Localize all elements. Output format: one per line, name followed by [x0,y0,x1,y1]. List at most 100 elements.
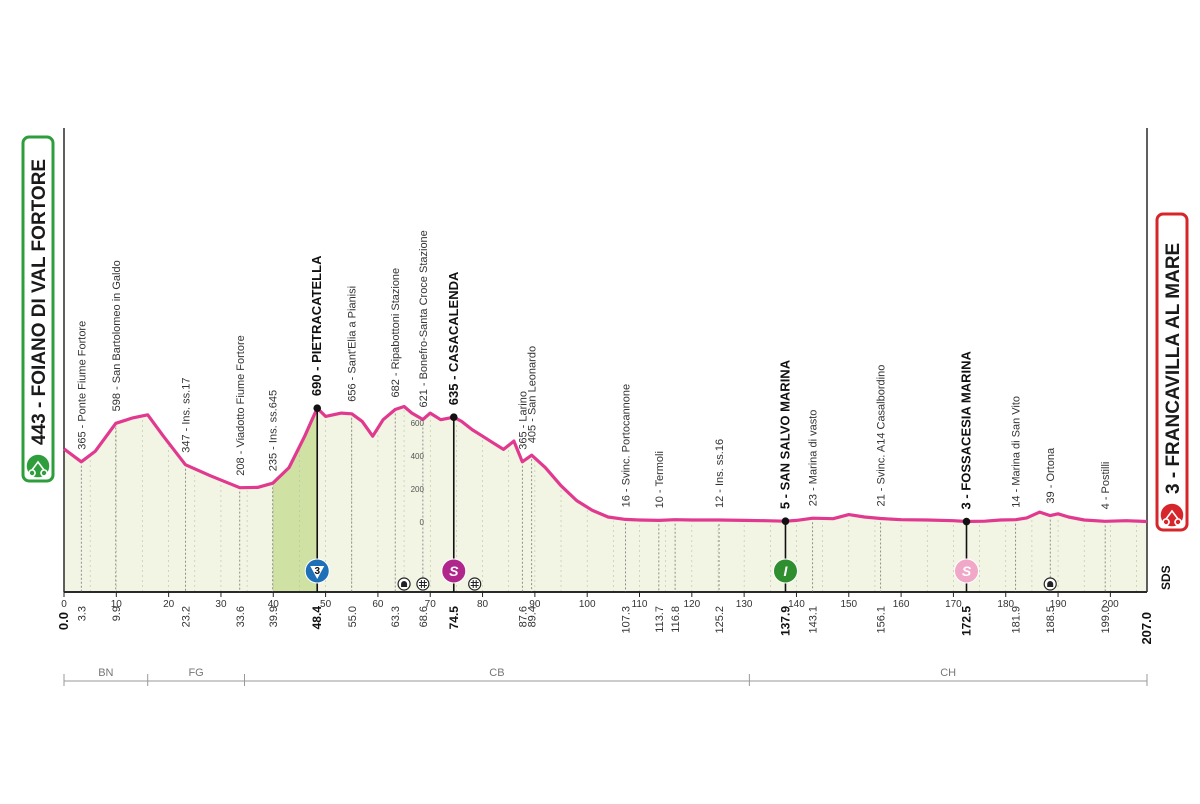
finish-badge-cyclist-bike [1162,509,1182,526]
x-tick-label: 30 [215,599,227,610]
location-label: 16 - Svinc. Portocannone [620,384,632,508]
x-tick-label: 160 [893,599,910,610]
x-tick-label: 0 [61,599,67,610]
location-km-label: 39.9 [268,606,280,627]
gpm-triangle [310,566,325,579]
location-km-label: 48.4 [310,606,324,630]
start-badge-cyclist-icon [25,453,51,479]
location-km-label: 116.8 [670,606,682,633]
location-dot [962,517,971,526]
finish-badge-frame [1155,212,1189,532]
location-km-label: 172.5 [960,606,974,636]
start-badge-cyclist-bike [28,460,48,477]
altitude-scale: 600 400 200 0 [411,419,425,527]
x-tick-label: 40 [268,599,280,610]
railway-cross [470,580,479,588]
endpoints-layer: 443 - FOIANO DI VAL FORTORE 3 - FRANCAVIL… [21,135,1189,590]
location-km-label: 125.2 [714,606,726,634]
x-tick-label: 70 [425,599,437,610]
location-label: 635 - CASACALENDA [446,271,461,405]
sprint-marker [954,558,979,584]
location-label: 23 - Marina di vasto [808,410,820,507]
location-label: 10 - Termoli [654,451,666,508]
start-badge-frame [21,135,55,483]
x-tick-label: 180 [997,599,1014,610]
sprint-marker [772,558,798,584]
location-km-label: 74.5 [447,606,461,630]
climb-area [272,408,318,592]
altitude-tick-label: 600 [411,419,425,428]
tunnel-arch [401,581,408,587]
location-km-label: 188.5 [1045,606,1057,634]
location-label: 5 - SAN SALVO MARINA [777,359,792,509]
location-label: 621 - Bonefro-Santa Croce Stazione [418,230,430,407]
x-tick-label: 10 [111,599,123,610]
location-label: 21 - Svinc. A14 Casalbordino [876,365,888,507]
x-tick-label: 110 [632,599,648,610]
finish-badge-cyclist-icon [1159,502,1185,528]
location-label: 4 - Postilli [1100,462,1112,510]
x-tick-label: 200 [1102,599,1119,610]
sprint-letter: S [449,563,459,579]
location-label: 12 - Ins. ss.16 [714,439,726,508]
location-km-label: 55.0 [347,606,359,627]
x-tick-label: 80 [477,599,489,610]
location-dot [313,404,322,412]
location-km-label: 23.2 [180,606,192,627]
x-tick-label: 50 [320,599,332,610]
location-label: 405 - San Leonardo [527,346,539,443]
location-km-label: 113.7 [654,606,666,633]
location-label: 14 - Marina di San Vito [1011,396,1023,508]
x-tick-label: 130 [736,599,753,610]
location-km-label: 89.4 [527,606,539,627]
location-label: 235 - Ins. ss.645 [268,390,280,471]
finish-badge-label: 3 - FRANCAVILLA AL MARE [1163,243,1184,494]
x-tick-label: 150 [840,599,857,610]
gpm-category: 3 [314,566,320,577]
railway-crossing-icon [468,577,482,591]
x-tick-label: 20 [163,599,175,610]
finish-km-label: 207.0 [1139,612,1154,645]
location-label: 690 - PIETRACATELLA [309,255,324,396]
location-km-label: 181.9 [1011,606,1023,634]
location-km-label: 33.6 [235,606,247,627]
location-dot [449,413,458,422]
location-label: 656 - Sant'Elia a Pianisi [347,286,359,402]
location-label: 365 - Ponte Fiume Fortore [76,321,88,450]
region-label: CB [489,667,504,679]
x-tick-label: 120 [683,599,700,610]
location-km-label: 9.9 [111,606,123,621]
markers-layer: 3 S I S [304,558,1057,591]
altitude-tick-label: 0 [420,518,425,527]
x-tick-label: 60 [372,599,384,610]
location-km-label: 107.3 [620,606,632,634]
location-dot [781,517,790,525]
regions-layer: BN FG CB CH [63,667,1148,686]
profile-area [64,406,1147,592]
location-label: 598 - San Bartolomeo in Galdo [111,260,123,411]
location-km-label: 137.9 [778,606,792,636]
x-tick-label: 190 [1050,599,1067,610]
location-label: 208 - Viadotto Fiume Fortore [235,335,247,475]
km-axis: 3.3 9.9 23.2 33.6 39.9 48.4 55.0 63.3 68.6 74.5 87… [56,592,1154,645]
altitude-tick-label: 400 [411,452,425,461]
start-km-label: 0.0 [56,612,71,630]
railway-crossing-icon [416,577,430,591]
x-tick-label: 170 [945,599,962,610]
location-km-label: 156.1 [876,606,888,634]
location-label: 682 - Ripabottoni Stazione [390,268,402,398]
x-tick-label: 90 [529,599,541,610]
region-label: CH [940,667,956,679]
location-km-label: 3.3 [76,606,88,621]
sprint-letter: I [784,563,789,579]
sds-label: SDS [1159,565,1173,590]
sprint-letter: S [962,563,972,579]
region-label: FG [188,667,203,679]
region-label: BN [98,667,113,679]
location-label: 365 - Larino [517,391,529,450]
location-km-label: 63.3 [390,606,402,627]
tunnel-arch [1047,581,1054,587]
location-label: 39 - Ortona [1045,447,1057,504]
location-km-label: 199.0 [1100,606,1112,634]
